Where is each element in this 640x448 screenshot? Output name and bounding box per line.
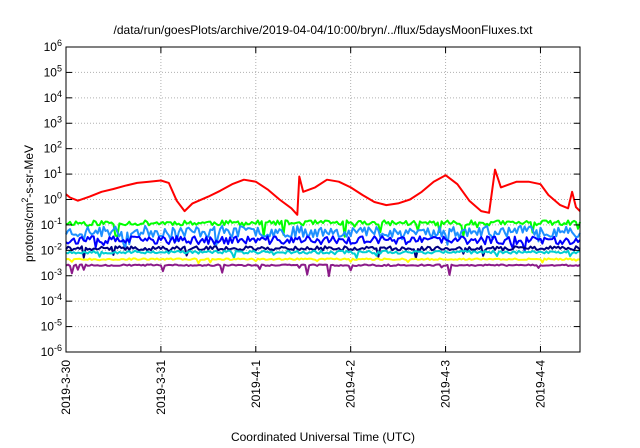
- y-tick-label: 106: [44, 38, 62, 54]
- flux-series-line-3: [65, 224, 581, 250]
- x-tick-label: 2019-4-4: [533, 360, 547, 408]
- y-tick-label: 101: [44, 165, 62, 181]
- series-group: [65, 168, 581, 278]
- y-tick-exponent: 5: [57, 63, 62, 73]
- plot-frame: [65, 46, 581, 353]
- x-tick-label: 2019-3-31: [154, 360, 168, 415]
- y-tick-label: 10-4: [41, 292, 62, 308]
- y-tick-label: 10-6: [41, 343, 62, 359]
- x-tick-label: 2019-4-1: [249, 360, 263, 408]
- y-tick-exponent: 2: [57, 140, 62, 150]
- flux-series-line-8: [65, 263, 581, 278]
- y-tick-label: 103: [44, 114, 62, 130]
- flux-series-line-5: [65, 245, 581, 259]
- y-tick-exponent: 3: [57, 114, 62, 124]
- flux-series-line-6: [65, 249, 581, 259]
- y-tick-exponent: -1: [54, 216, 62, 226]
- flux-series-line-7: [65, 257, 581, 265]
- flux-series-line-2: [65, 219, 581, 238]
- y-tick-label: 10-2: [41, 241, 62, 257]
- y-tick-exponent: -6: [54, 343, 62, 353]
- y-axis-label: protons/cm2-s-sr-MeV: [20, 145, 36, 262]
- x-tick-label: 2019-4-2: [344, 360, 358, 408]
- ticks: 10-610-510-410-310-210-11001011021031041…: [41, 38, 580, 415]
- y-tick-exponent: 6: [57, 38, 62, 48]
- y-axis-label-sup: 2: [20, 198, 30, 203]
- flux-series-line-1: [65, 168, 581, 216]
- y-tick-label: 104: [44, 89, 62, 105]
- grid: [66, 47, 580, 352]
- y-tick-exponent: 0: [57, 191, 62, 201]
- y-tick-label: 102: [44, 140, 62, 156]
- y-tick-exponent: 1: [57, 165, 62, 175]
- y-tick-exponent: -2: [54, 241, 62, 251]
- y-tick-label: 105: [44, 63, 62, 79]
- y-tick-label: 10-5: [41, 318, 62, 334]
- y-tick-exponent: -4: [54, 292, 62, 302]
- x-tick-label: 2019-4-3: [439, 360, 453, 408]
- y-tick-label: 100: [44, 191, 62, 207]
- y-tick-exponent: 4: [57, 89, 62, 99]
- x-tick-label: 2019-3-30: [59, 360, 73, 415]
- flux-series-line-4: [65, 235, 581, 252]
- chart-title: /data/run/goesPlots/archive/2019-04-04/1…: [114, 23, 534, 37]
- y-tick-exponent: -3: [54, 267, 62, 277]
- y-axis-label-post: -s-sr-MeV: [22, 145, 36, 198]
- x-axis-label: Coordinated Universal Time (UTC): [231, 430, 415, 444]
- y-axis-label-pre: protons/cm: [22, 203, 36, 262]
- y-tick-label: 10-1: [41, 216, 62, 232]
- y-tick-exponent: -5: [54, 318, 62, 328]
- y-tick-label: 10-3: [41, 267, 62, 283]
